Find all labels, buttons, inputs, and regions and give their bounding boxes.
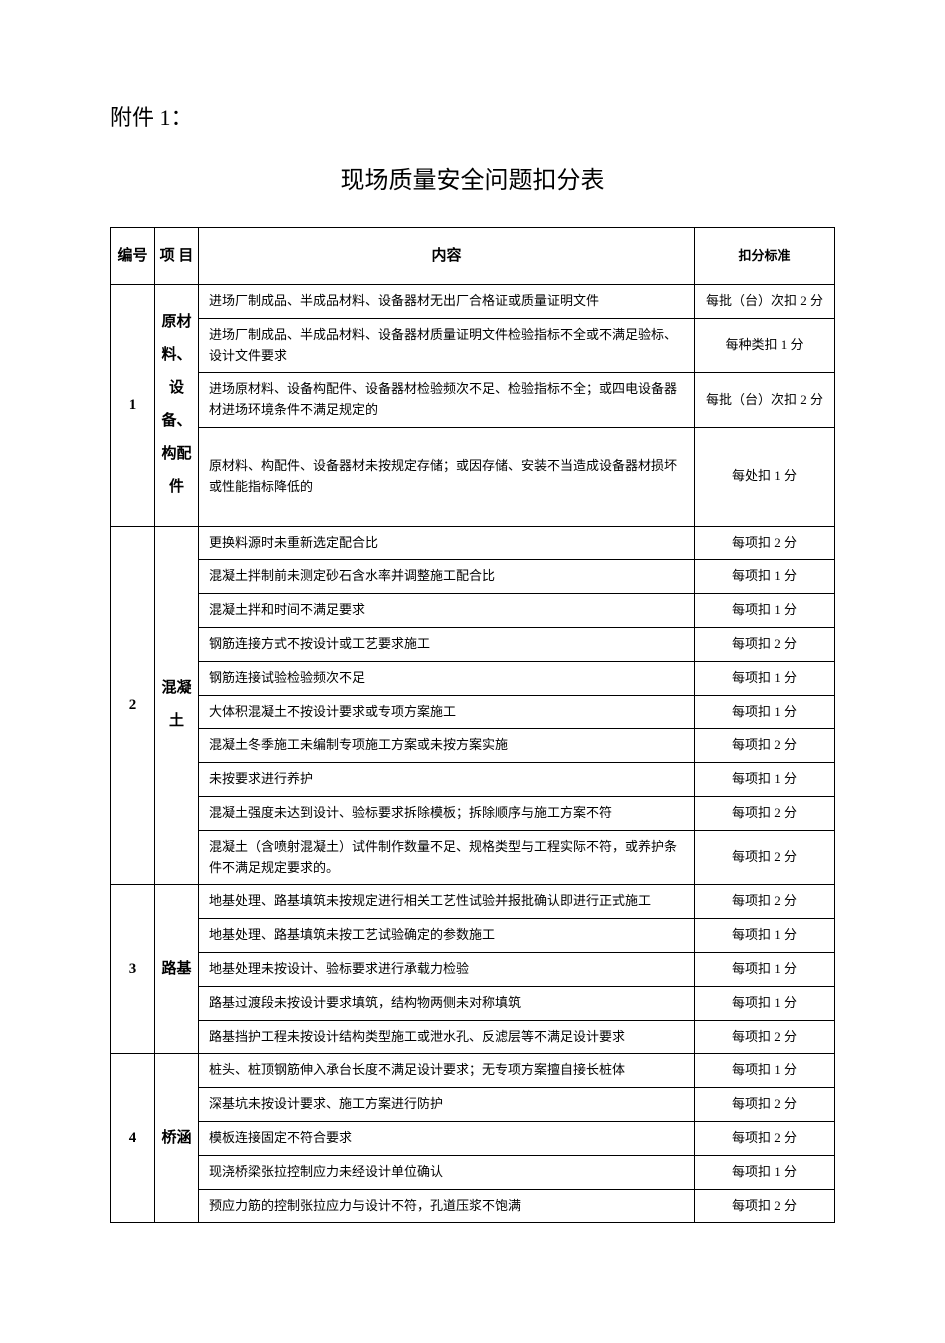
table-row: 预应力筋的控制张拉应力与设计不符，孔道压浆不饱满每项扣 2 分 [111,1189,835,1223]
header-content: 内容 [199,228,695,285]
table-row: 进场厂制成品、半成品材料、设备器材质量证明文件检验指标不全或不满足验标、设计文件… [111,318,835,373]
row-content: 模板连接固定不符合要求 [199,1121,695,1155]
section-project: 原材 料、 设 备、 构配 件 [155,285,199,527]
table-header-row: 编号 项 目 内容 扣分标准 [111,228,835,285]
row-standard: 每批（台）次扣 2 分 [695,373,835,428]
table-row: 钢筋连接方式不按设计或工艺要求施工每项扣 2 分 [111,627,835,661]
section-project: 桥涵 [155,1054,199,1223]
table-row: 混凝土冬季施工未编制专项施工方案或未按方案实施每项扣 2 分 [111,729,835,763]
row-content: 地基处理未按设计、验标要求进行承载力检验 [199,952,695,986]
table-row: 2混凝 土更换料源时未重新选定配合比每项扣 2 分 [111,526,835,560]
document-title: 现场质量安全问题扣分表 [110,160,835,195]
row-content: 现浇桥梁张拉控制应力未经设计单位确认 [199,1155,695,1189]
row-standard: 每项扣 1 分 [695,560,835,594]
row-standard: 每项扣 2 分 [695,796,835,830]
row-standard: 每项扣 2 分 [695,830,835,885]
table-row: 3路基地基处理、路基填筑未按规定进行相关工艺性试验并报批确认即进行正式施工每项扣… [111,885,835,919]
deduction-table: 编号 项 目 内容 扣分标准 1原材 料、 设 备、 构配 件进场厂制成品、半成… [110,227,835,1223]
row-standard: 每处扣 1 分 [695,427,835,526]
row-content: 进场厂制成品、半成品材料、设备器材无出厂合格证或质量证明文件 [199,285,695,319]
row-content: 进场原材料、设备构配件、设备器材检验频次不足、检验指标不全；或四电设备器材进场环… [199,373,695,428]
row-content: 混凝土强度未达到设计、验标要求拆除模板；拆除顺序与施工方案不符 [199,796,695,830]
table-row: 混凝土强度未达到设计、验标要求拆除模板；拆除顺序与施工方案不符每项扣 2 分 [111,796,835,830]
row-standard: 每项扣 1 分 [695,1155,835,1189]
section-number: 1 [111,285,155,527]
table-row: 路基过渡段未按设计要求填筑，结构物两侧未对称填筑每项扣 1 分 [111,986,835,1020]
row-content: 路基挡护工程未按设计结构类型施工或泄水孔、反滤层等不满足设计要求 [199,1020,695,1054]
table-row: 未按要求进行养护每项扣 1 分 [111,763,835,797]
row-content: 预应力筋的控制张拉应力与设计不符，孔道压浆不饱满 [199,1189,695,1223]
row-content: 路基过渡段未按设计要求填筑，结构物两侧未对称填筑 [199,986,695,1020]
row-standard: 每项扣 1 分 [695,695,835,729]
row-standard: 每项扣 2 分 [695,1020,835,1054]
row-content: 大体积混凝土不按设计要求或专项方案施工 [199,695,695,729]
row-content: 混凝土冬季施工未编制专项施工方案或未按方案实施 [199,729,695,763]
table-body: 1原材 料、 设 备、 构配 件进场厂制成品、半成品材料、设备器材无出厂合格证或… [111,285,835,1223]
row-content: 混凝土拌和时间不满足要求 [199,594,695,628]
row-content: 深基坑未按设计要求、施工方案进行防护 [199,1088,695,1122]
table-row: 混凝土拌和时间不满足要求每项扣 1 分 [111,594,835,628]
section-number: 2 [111,526,155,885]
row-standard: 每项扣 1 分 [695,763,835,797]
section-number: 3 [111,885,155,1054]
row-standard: 每项扣 2 分 [695,885,835,919]
row-content: 原材料、构配件、设备器材未按规定存储；或因存储、安装不当造成设备器材损坏或性能指… [199,427,695,526]
table-row: 原材料、构配件、设备器材未按规定存储；或因存储、安装不当造成设备器材损坏或性能指… [111,427,835,526]
row-content: 钢筋连接试验检验频次不足 [199,661,695,695]
row-standard: 每项扣 2 分 [695,627,835,661]
header-project: 项 目 [155,228,199,285]
row-standard: 每项扣 1 分 [695,594,835,628]
section-project: 混凝 土 [155,526,199,885]
row-standard: 每项扣 1 分 [695,986,835,1020]
row-standard: 每项扣 1 分 [695,661,835,695]
row-content: 混凝土（含喷射混凝土）试件制作数量不足、规格类型与工程实际不符，或养护条件不满足… [199,830,695,885]
row-content: 地基处理、路基填筑未按工艺试验确定的参数施工 [199,919,695,953]
table-row: 进场原材料、设备构配件、设备器材检验频次不足、检验指标不全；或四电设备器材进场环… [111,373,835,428]
header-num: 编号 [111,228,155,285]
table-row: 地基处理未按设计、验标要求进行承载力检验每项扣 1 分 [111,952,835,986]
row-content: 地基处理、路基填筑未按规定进行相关工艺性试验并报批确认即进行正式施工 [199,885,695,919]
section-number: 4 [111,1054,155,1223]
row-standard: 每项扣 2 分 [695,526,835,560]
row-content: 未按要求进行养护 [199,763,695,797]
table-row: 模板连接固定不符合要求每项扣 2 分 [111,1121,835,1155]
row-standard: 每项扣 2 分 [695,1121,835,1155]
row-content: 混凝土拌制前未测定砂石含水率并调整施工配合比 [199,560,695,594]
row-content: 更换料源时未重新选定配合比 [199,526,695,560]
table-row: 混凝土拌制前未测定砂石含水率并调整施工配合比每项扣 1 分 [111,560,835,594]
row-standard: 每项扣 1 分 [695,952,835,986]
table-row: 混凝土（含喷射混凝土）试件制作数量不足、规格类型与工程实际不符，或养护条件不满足… [111,830,835,885]
table-row: 路基挡护工程未按设计结构类型施工或泄水孔、反滤层等不满足设计要求每项扣 2 分 [111,1020,835,1054]
row-standard: 每项扣 1 分 [695,1054,835,1088]
row-standard: 每项扣 2 分 [695,1088,835,1122]
table-row: 地基处理、路基填筑未按工艺试验确定的参数施工每项扣 1 分 [111,919,835,953]
row-standard: 每项扣 2 分 [695,1189,835,1223]
row-standard: 每批（台）次扣 2 分 [695,285,835,319]
row-standard: 每项扣 1 分 [695,919,835,953]
table-row: 大体积混凝土不按设计要求或专项方案施工每项扣 1 分 [111,695,835,729]
section-project: 路基 [155,885,199,1054]
table-row: 现浇桥梁张拉控制应力未经设计单位确认每项扣 1 分 [111,1155,835,1189]
table-row: 钢筋连接试验检验频次不足每项扣 1 分 [111,661,835,695]
table-row: 深基坑未按设计要求、施工方案进行防护每项扣 2 分 [111,1088,835,1122]
attachment-label: 附件 1： [110,100,835,132]
table-row: 1原材 料、 设 备、 构配 件进场厂制成品、半成品材料、设备器材无出厂合格证或… [111,285,835,319]
row-content: 桩头、桩顶钢筋伸入承台长度不满足设计要求；无专项方案擅自接长桩体 [199,1054,695,1088]
row-content: 进场厂制成品、半成品材料、设备器材质量证明文件检验指标不全或不满足验标、设计文件… [199,318,695,373]
header-standard: 扣分标准 [695,228,835,285]
table-row: 4桥涵桩头、桩顶钢筋伸入承台长度不满足设计要求；无专项方案擅自接长桩体每项扣 1… [111,1054,835,1088]
row-standard: 每种类扣 1 分 [695,318,835,373]
row-content: 钢筋连接方式不按设计或工艺要求施工 [199,627,695,661]
row-standard: 每项扣 2 分 [695,729,835,763]
